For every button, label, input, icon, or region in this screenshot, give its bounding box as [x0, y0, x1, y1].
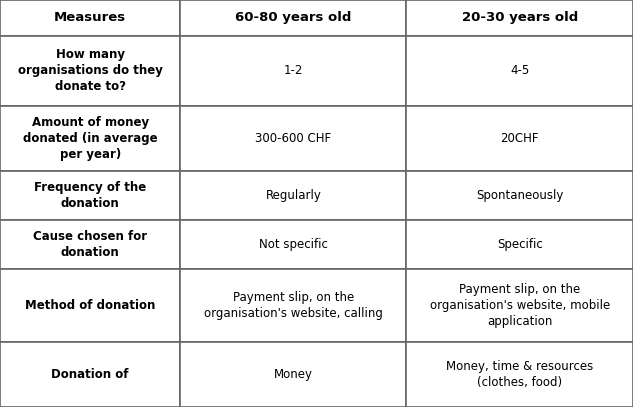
Text: Frequency of the
donation: Frequency of the donation: [34, 181, 146, 210]
Text: Donation of: Donation of: [51, 368, 129, 381]
Text: Amount of money
donated (in average
per year): Amount of money donated (in average per …: [23, 116, 158, 161]
Text: Method of donation: Method of donation: [25, 298, 155, 311]
Bar: [0, 0, 180, 35]
Bar: [180, 220, 406, 269]
Bar: [180, 35, 406, 106]
Text: Not specific: Not specific: [259, 238, 328, 251]
Text: 300-600 CHF: 300-600 CHF: [255, 132, 332, 145]
Bar: [0, 269, 180, 341]
Bar: [406, 106, 633, 171]
Bar: [180, 341, 406, 407]
Text: 20CHF: 20CHF: [501, 132, 539, 145]
Bar: [406, 0, 633, 35]
Text: Payment slip, on the
organisation's website, mobile
application: Payment slip, on the organisation's webs…: [430, 282, 610, 328]
Bar: [180, 269, 406, 341]
Text: Regularly: Regularly: [265, 189, 322, 202]
Bar: [406, 35, 633, 106]
Text: Cause chosen for
donation: Cause chosen for donation: [33, 230, 147, 259]
Text: Money: Money: [274, 368, 313, 381]
Text: 60-80 years old: 60-80 years old: [235, 11, 351, 24]
Text: How many
organisations do they
donate to?: How many organisations do they donate to…: [18, 48, 163, 93]
Bar: [180, 106, 406, 171]
Bar: [180, 171, 406, 220]
Text: 4-5: 4-5: [510, 64, 529, 77]
Text: Spontaneously: Spontaneously: [476, 189, 563, 202]
Bar: [406, 269, 633, 341]
Bar: [0, 35, 180, 106]
Text: Money, time & resources
(clothes, food): Money, time & resources (clothes, food): [446, 360, 593, 389]
Bar: [0, 106, 180, 171]
Bar: [0, 220, 180, 269]
Text: Payment slip, on the
organisation's website, calling: Payment slip, on the organisation's webs…: [204, 291, 383, 319]
Bar: [0, 341, 180, 407]
Bar: [406, 341, 633, 407]
Text: 1-2: 1-2: [284, 64, 303, 77]
Bar: [180, 0, 406, 35]
Bar: [406, 220, 633, 269]
Bar: [0, 171, 180, 220]
Bar: [406, 171, 633, 220]
Text: Measures: Measures: [54, 11, 126, 24]
Text: Specific: Specific: [497, 238, 542, 251]
Text: 20-30 years old: 20-30 years old: [461, 11, 578, 24]
